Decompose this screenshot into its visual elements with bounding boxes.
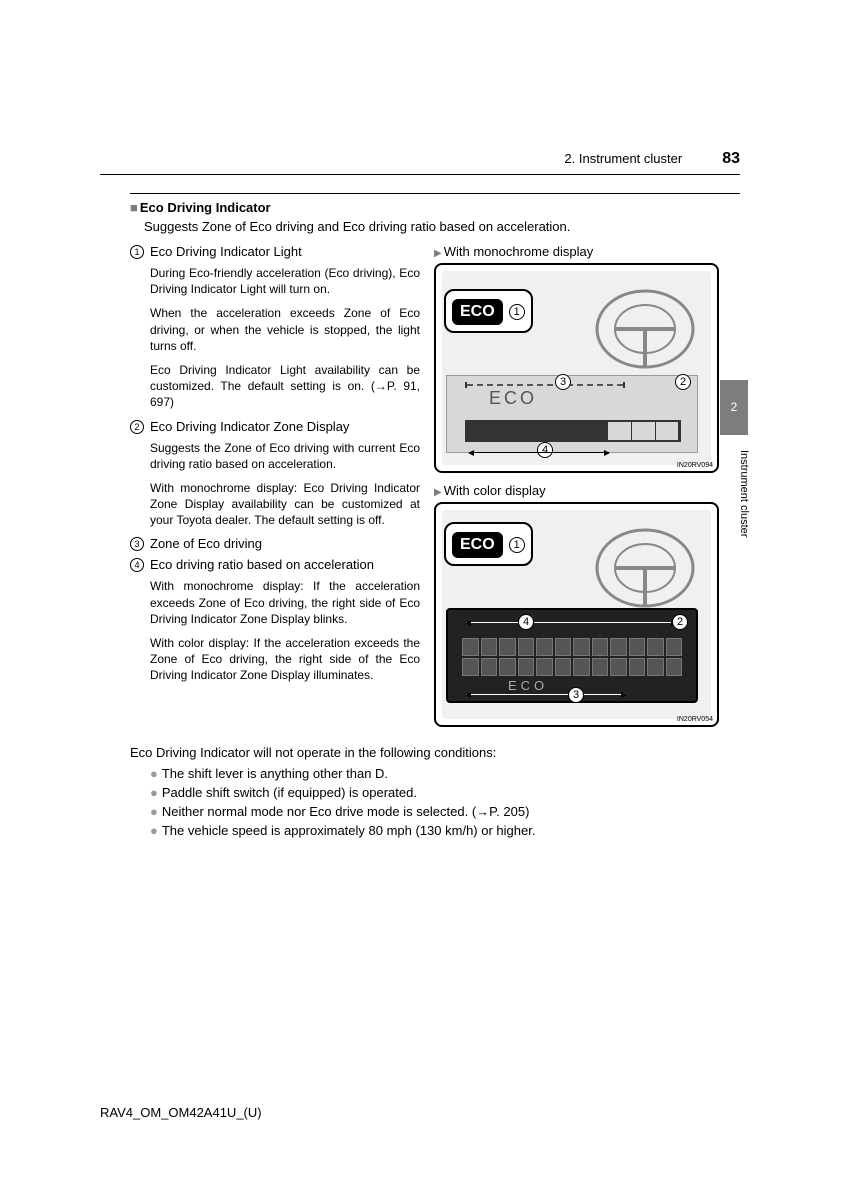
steering-wheel-icon bbox=[573, 518, 703, 608]
condition-bullet: ● The vehicle speed is approximately 80 m… bbox=[150, 823, 740, 838]
page-header: 2. Instrument cluster 83 bbox=[100, 150, 740, 175]
section-breadcrumb: 2. Instrument cluster bbox=[564, 151, 682, 166]
figure-2-caption-text: With color display bbox=[444, 483, 546, 498]
item-1-p1: During Eco-friendly acceleration (Eco dr… bbox=[150, 265, 420, 297]
bullet-text: Neither normal mode nor Eco drive mode i… bbox=[162, 804, 530, 819]
figure-id: IN20RV094 bbox=[677, 462, 713, 469]
heading-marker-icon: ■ bbox=[130, 200, 138, 215]
callout-4: 4 bbox=[518, 614, 534, 630]
item-2-title: Eco Driving Indicator Zone Display bbox=[150, 419, 349, 434]
figure-2-caption: ▶With color display bbox=[434, 483, 719, 498]
page-content: 2. Instrument cluster 83 ■Eco Driving In… bbox=[100, 150, 740, 842]
callout-3: 3 bbox=[568, 687, 584, 703]
steering-wheel-icon bbox=[573, 279, 703, 369]
item-4-title: Eco driving ratio based on acceleration bbox=[150, 557, 374, 572]
bar-segment bbox=[467, 422, 491, 440]
bullet-icon: ● bbox=[150, 804, 158, 819]
bullet-icon: ● bbox=[150, 785, 158, 800]
color-row bbox=[462, 658, 682, 676]
triangle-marker-icon: ▶ bbox=[434, 248, 442, 259]
item-2-p1: Suggests the Zone of Eco driving with cu… bbox=[150, 440, 420, 472]
item-3-header: 3 Zone of Eco driving bbox=[130, 536, 420, 551]
item-1-header: 1 Eco Driving Indicator Light bbox=[130, 244, 420, 259]
figure-color: ECO 1 4 2 ECO bbox=[434, 502, 719, 727]
content-area: ■Eco Driving Indicator Suggests Zone of … bbox=[130, 193, 740, 838]
circled-number-icon: 1 bbox=[130, 245, 144, 259]
mono-gauge: ECO 3 2 bbox=[446, 375, 698, 453]
item-1-p2: When the acceleration exceeds Zone of Ec… bbox=[150, 305, 420, 354]
two-column-layout: 1 Eco Driving Indicator Light During Eco… bbox=[130, 244, 740, 737]
item-2-p2: With monochrome display: Eco Driving Ind… bbox=[150, 480, 420, 529]
figure-id: IN20RV054 bbox=[677, 716, 713, 723]
eco-indicator-badge: ECO 1 bbox=[444, 289, 533, 333]
bar-segment bbox=[538, 422, 562, 440]
arrow-range-top bbox=[466, 622, 676, 623]
right-column: ▶With monochrome display ECO 1 ECO bbox=[434, 244, 719, 737]
chapter-tab-label: Instrument cluster bbox=[738, 450, 750, 537]
color-gauge: 4 2 ECO 3 bbox=[446, 608, 698, 703]
item-4-p2: With color display: If the acceleration … bbox=[150, 635, 420, 684]
bar-segment bbox=[585, 422, 609, 440]
bullet-text: The vehicle speed is approximately 80 mp… bbox=[162, 823, 536, 838]
page-number: 83 bbox=[722, 150, 740, 168]
condition-bullet: ● Paddle shift switch (if equipped) is op… bbox=[150, 785, 740, 800]
heading-text: Eco Driving Indicator bbox=[140, 200, 271, 215]
arrow-range-4 bbox=[469, 452, 609, 453]
condition-bullet: ● Neither normal mode nor Eco drive mode … bbox=[150, 804, 740, 819]
callout-3: 3 bbox=[555, 374, 571, 390]
item-4-p1: With monochrome display: If the accelera… bbox=[150, 578, 420, 627]
eco-indicator-badge: ECO 1 bbox=[444, 522, 533, 566]
item-4-header: 4 Eco driving ratio based on acceleratio… bbox=[130, 557, 420, 572]
callout-1: 1 bbox=[509, 537, 525, 553]
bar-segment bbox=[632, 422, 656, 440]
bullet-text: Paddle shift switch (if equipped) is ope… bbox=[162, 785, 417, 800]
callout-2: 2 bbox=[675, 374, 691, 390]
figure-1-caption-text: With monochrome display bbox=[444, 244, 594, 259]
section-heading: ■Eco Driving Indicator bbox=[130, 200, 740, 215]
item-1-title: Eco Driving Indicator Light bbox=[150, 244, 302, 259]
color-row bbox=[462, 638, 682, 656]
bar-segment bbox=[656, 422, 680, 440]
circled-number-icon: 4 bbox=[130, 558, 144, 572]
gauge-eco-label: ECO bbox=[489, 388, 537, 409]
conditions-lead: Eco Driving Indicator will not operate i… bbox=[130, 745, 740, 760]
bar-segment bbox=[514, 422, 538, 440]
figure-monochrome: ECO 1 ECO bbox=[434, 263, 719, 473]
left-column: 1 Eco Driving Indicator Light During Eco… bbox=[130, 244, 420, 737]
circled-number-icon: 2 bbox=[130, 420, 144, 434]
item-1-p3: Eco Driving Indicator Light availability… bbox=[150, 362, 420, 411]
gauge-eco-label: ECO bbox=[508, 678, 548, 693]
condition-bullet: ● The shift lever is anything other than … bbox=[150, 766, 740, 781]
arrow-range-bottom bbox=[466, 694, 626, 695]
bullet-icon: ● bbox=[150, 766, 158, 781]
bullet-icon: ● bbox=[150, 823, 158, 838]
bar-segment bbox=[491, 422, 515, 440]
callout-4: 4 bbox=[537, 442, 553, 458]
callout-1: 1 bbox=[509, 304, 525, 320]
section-subhead: Suggests Zone of Eco driving and Eco dri… bbox=[144, 219, 740, 234]
bar-segment bbox=[608, 422, 632, 440]
figure-1-caption: ▶With monochrome display bbox=[434, 244, 719, 259]
chapter-tab: 2 bbox=[720, 380, 748, 435]
callout-2: 2 bbox=[672, 614, 688, 630]
eco-pill-icon: ECO bbox=[452, 532, 503, 558]
triangle-marker-icon: ▶ bbox=[434, 487, 442, 498]
eco-bar bbox=[465, 420, 681, 442]
eco-pill-icon: ECO bbox=[452, 299, 503, 325]
circled-number-icon: 3 bbox=[130, 537, 144, 551]
bullet-text: The shift lever is anything other than D… bbox=[162, 766, 388, 781]
bar-segment bbox=[561, 422, 585, 440]
document-id: RAV4_OM_OM42A41U_(U) bbox=[100, 1105, 262, 1120]
item-3-title: Zone of Eco driving bbox=[150, 536, 262, 551]
item-2-header: 2 Eco Driving Indicator Zone Display bbox=[130, 419, 420, 434]
